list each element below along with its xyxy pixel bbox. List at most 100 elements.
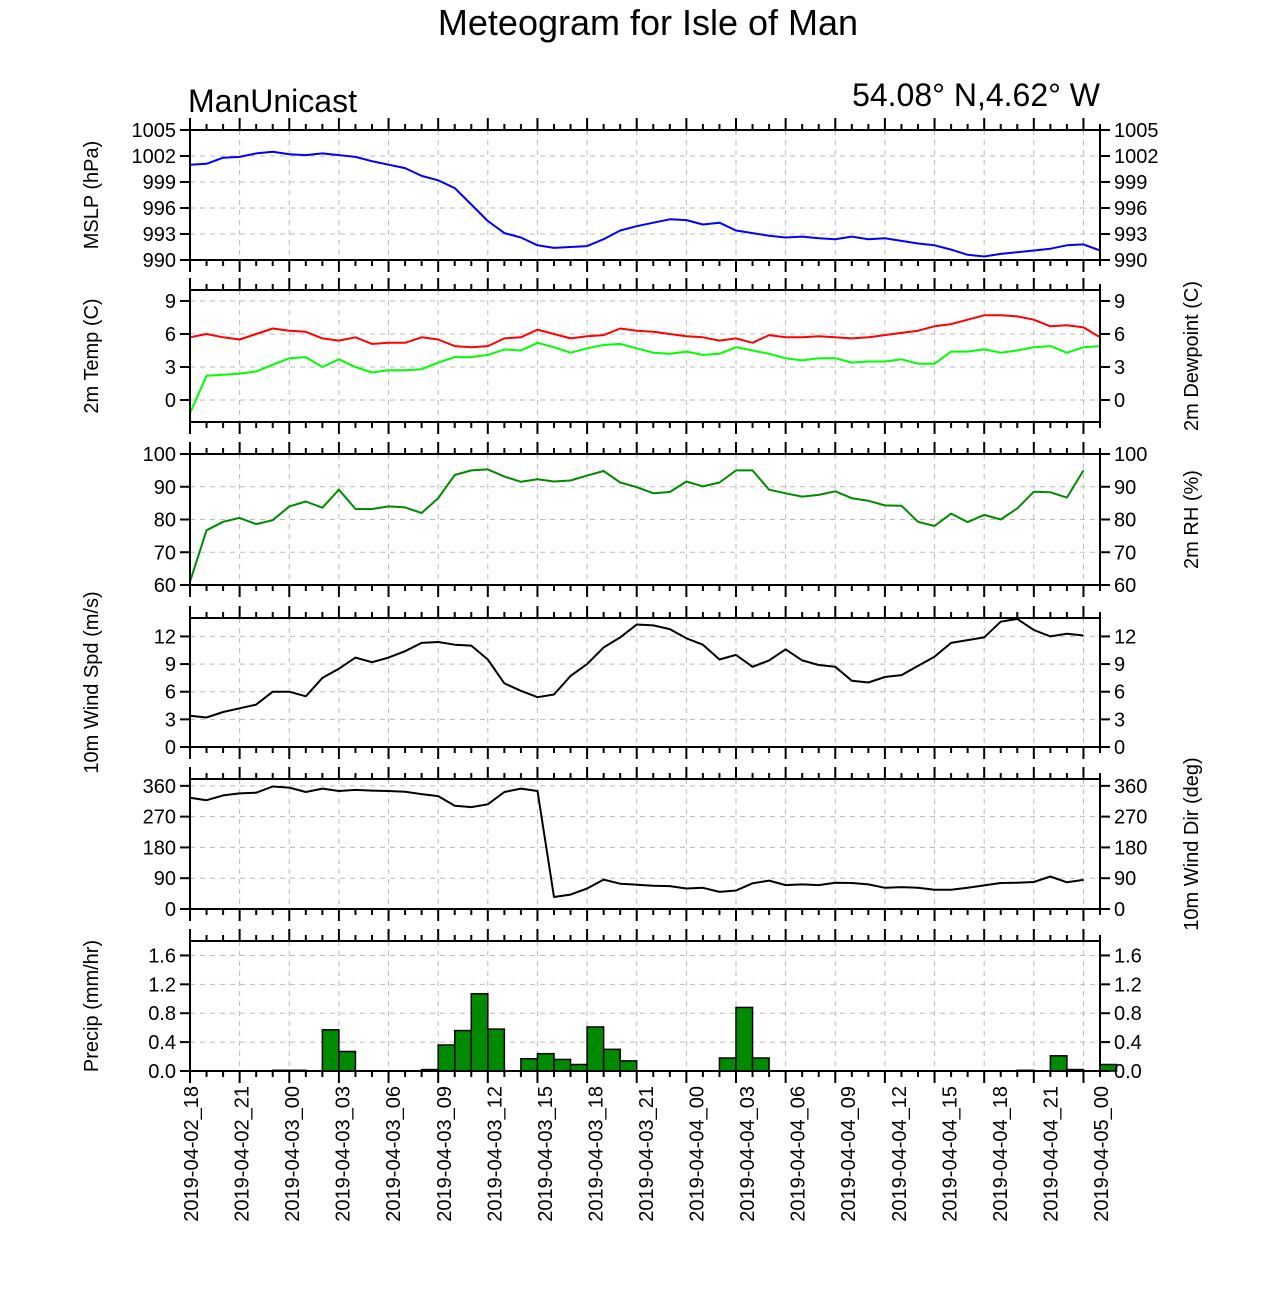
y-tick-label: 12 <box>1114 626 1136 648</box>
y-tick-label: 6 <box>165 324 176 346</box>
precip-bar <box>619 1060 638 1072</box>
y-axis-title-right: 2m Dewpoint (C) <box>1181 281 1203 431</box>
panel-2: 0 0 3 3 6 6 9 9 2m Temp (C) 2m Dewpoint (C) <box>81 278 1203 434</box>
y-tick-label: 990 <box>1114 250 1147 272</box>
y-tick-label: 6 <box>1114 324 1125 346</box>
y-tick-label: 0.0 <box>1114 1061 1142 1083</box>
precip-bar <box>321 1029 340 1072</box>
y-tick-label: 270 <box>1114 807 1147 829</box>
panel-frame <box>189 940 1101 1072</box>
y-tick-label: 0.4 <box>1114 1032 1142 1054</box>
time-tick-label: 2019-04-02_18 <box>181 1086 203 1222</box>
time-tick-label: 2019-04-05_00 <box>1091 1086 1113 1222</box>
y-tick-label: 12 <box>154 626 176 648</box>
y-tick-label: 990 <box>143 250 176 272</box>
y-tick-label: 100 <box>143 444 176 466</box>
y-tick-label: 80 <box>1114 510 1136 532</box>
precip-bar <box>536 1052 555 1072</box>
y-tick-label: 9 <box>1114 654 1125 676</box>
y-tick-label: 60 <box>1114 575 1136 597</box>
y-tick-label: 270 <box>143 807 176 829</box>
y-tick-label: 999 <box>1114 172 1147 194</box>
panel-frame <box>189 129 1101 261</box>
y-tick-label: 90 <box>154 868 176 890</box>
y-tick-label: 360 <box>143 776 176 798</box>
precip-bar <box>338 1050 357 1072</box>
precip-bar <box>751 1057 770 1072</box>
time-tick-label: 2019-04-03_06 <box>383 1086 405 1222</box>
y-tick-label: 0 <box>1114 390 1125 412</box>
y-tick-label: 996 <box>1114 198 1147 220</box>
precip-bar <box>470 992 489 1072</box>
y-tick-label: 1.6 <box>148 945 176 967</box>
y-tick-label: 90 <box>154 477 176 499</box>
series-line-2 <box>189 341 1101 414</box>
time-tick-label: 2019-04-04_15 <box>939 1086 961 1222</box>
panel-4: 0 0 3 3 6 6 9 9 12 12 10m Wind Spd (m/s) <box>81 591 1136 773</box>
y-tick-label: 1005 <box>132 120 177 142</box>
series-line-1 <box>189 617 1084 719</box>
chart-title: Meteogram for Isle of Man <box>438 2 858 43</box>
y-tick-label: 993 <box>1114 224 1147 246</box>
y-axis-title-left: 2m Temp (C) <box>81 298 103 413</box>
y-axis-title-right: 2m RH (%) <box>1181 470 1203 569</box>
precip-bar <box>487 1028 506 1072</box>
precip-bar <box>520 1057 539 1072</box>
y-tick-label: 6 <box>165 682 176 704</box>
panel-5: 0 0 90 90 180 180 270 270 360 360 10m Wind Dir (de… <box>143 757 1203 930</box>
y-tick-label: 0.0 <box>148 1061 176 1083</box>
series-line-1 <box>189 314 1101 349</box>
time-tick-label: 2019-04-03_00 <box>282 1086 304 1222</box>
y-tick-label: 3 <box>165 357 176 379</box>
y-tick-label: 3 <box>1114 357 1125 379</box>
y-tick-label: 1002 <box>1114 146 1159 168</box>
y-tick-label: 9 <box>1114 291 1125 313</box>
y-tick-label: 9 <box>165 291 176 313</box>
y-tick-label: 3 <box>165 709 176 731</box>
y-tick-label: 100 <box>1114 444 1147 466</box>
time-tick-label: 2019-04-03_09 <box>434 1086 456 1222</box>
time-tick-label: 2019-04-04_09 <box>838 1086 860 1222</box>
y-tick-label: 993 <box>143 224 176 246</box>
y-tick-label: 1.6 <box>1114 945 1142 967</box>
y-tick-label: 80 <box>154 510 176 532</box>
y-tick-label: 60 <box>154 575 176 597</box>
y-tick-label: 0 <box>1114 737 1125 759</box>
y-axis-title-right: 10m Wind Dir (deg) <box>1181 757 1203 930</box>
series-line-1 <box>189 150 1101 258</box>
time-axis: 2019-04-02_18 2019-04-02_21 2019-04-03_00 2… <box>181 1086 1113 1222</box>
time-tick-label: 2019-04-04_00 <box>687 1086 709 1222</box>
y-axis-title-left: Precip (mm/hr) <box>81 940 103 1072</box>
y-axis-title-left: MSLP (hPa) <box>81 141 103 250</box>
time-tick-label: 2019-04-02_21 <box>232 1086 254 1222</box>
y-tick-label: 0.8 <box>1114 1003 1142 1025</box>
time-tick-label: 2019-04-03_21 <box>636 1086 658 1222</box>
time-tick-label: 2019-04-03_03 <box>333 1086 355 1222</box>
precip-bar <box>453 1029 473 1072</box>
time-tick-label: 2019-04-04_12 <box>889 1086 911 1222</box>
panel-frame <box>189 289 1101 423</box>
y-tick-label: 70 <box>154 542 176 564</box>
precip-bar <box>553 1058 572 1072</box>
time-tick-label: 2019-04-03_12 <box>484 1086 506 1222</box>
y-tick-label: 999 <box>143 172 176 194</box>
y-tick-label: 70 <box>1114 542 1136 564</box>
y-tick-label: 0 <box>165 899 176 921</box>
panel-1: 990 990 993 993 996 996 999 999 1002 1002 1005 1005… <box>81 118 1159 272</box>
y-tick-label: 180 <box>143 837 176 859</box>
model-label: ManUnicast <box>188 83 357 119</box>
y-tick-label: 0.4 <box>148 1032 176 1054</box>
precip-bar <box>718 1057 737 1072</box>
y-axis-title-left: 10m Wind Spd (m/s) <box>81 591 103 773</box>
series-line-1 <box>189 785 1084 898</box>
y-tick-label: 1.2 <box>1114 974 1142 996</box>
location-label: 54.08° N,4.62° W <box>852 77 1101 113</box>
precip-bar <box>735 1006 754 1072</box>
y-tick-label: 360 <box>1114 776 1147 798</box>
precip-bar <box>1049 1055 1068 1072</box>
time-tick-label: 2019-04-04_21 <box>1040 1086 1062 1222</box>
precip-bar <box>602 1048 621 1072</box>
y-tick-label: 1.2 <box>148 974 176 996</box>
